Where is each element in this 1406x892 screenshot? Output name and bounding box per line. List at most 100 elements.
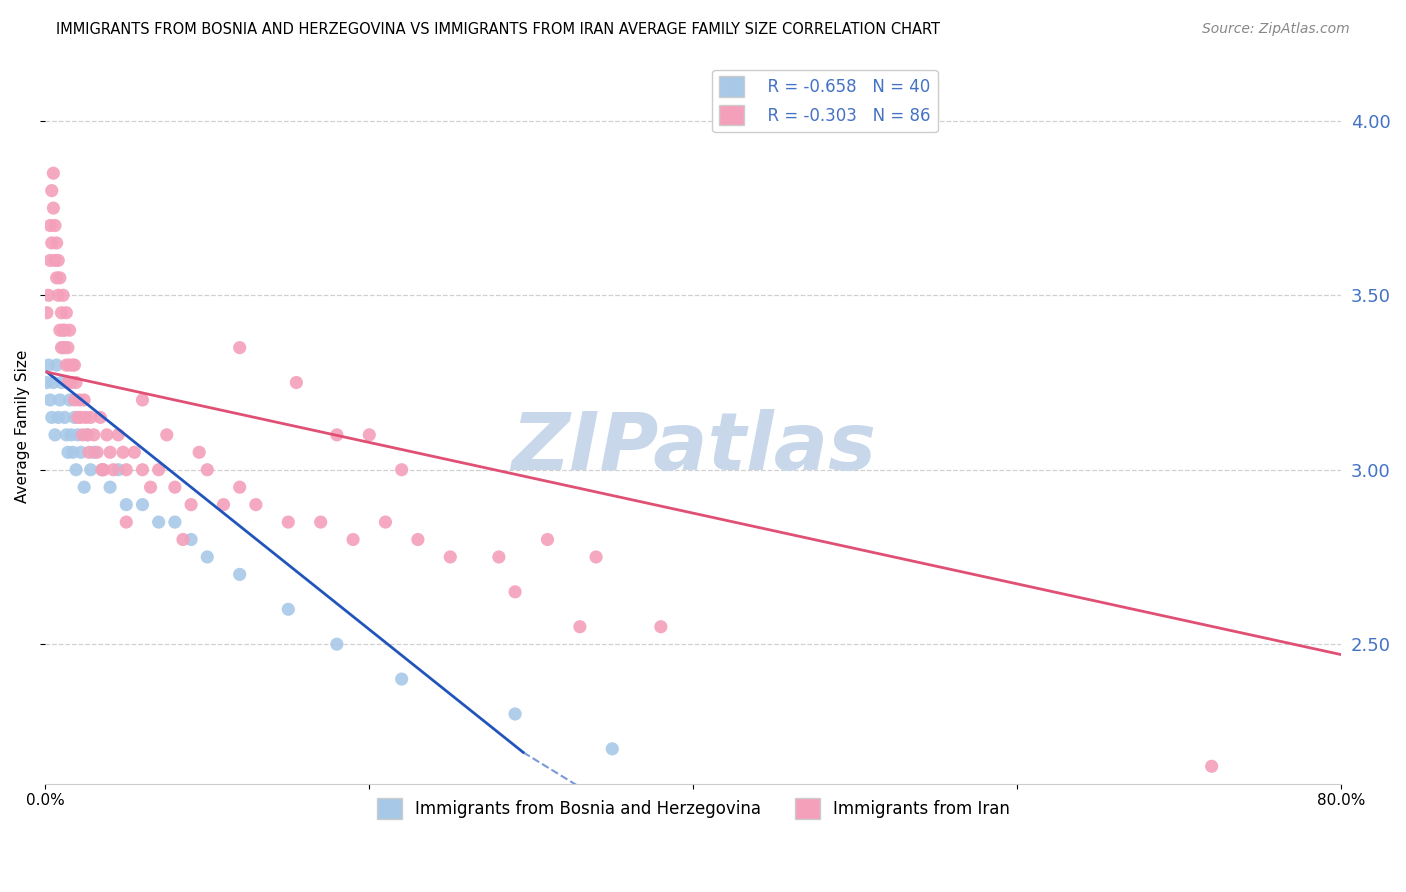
Point: [46, 253, 69, 268]
Point: [89, 410, 111, 425]
Point: [51, 306, 73, 320]
Point: [406, 533, 429, 547]
Point: [1201, 759, 1223, 773]
Point: [488, 549, 510, 564]
Point: [86, 445, 108, 459]
Point: [49, 323, 72, 337]
Point: [188, 445, 211, 459]
Point: [93, 463, 115, 477]
Point: [39, 219, 62, 233]
Point: [96, 427, 118, 442]
Point: [131, 498, 153, 512]
Point: [70, 445, 93, 459]
Point: [163, 515, 186, 529]
Point: [62, 445, 84, 459]
Point: [568, 620, 591, 634]
Point: [41, 184, 63, 198]
Point: [42, 201, 65, 215]
Point: [39, 253, 62, 268]
Point: [83, 445, 105, 459]
Text: IMMIGRANTS FROM BOSNIA AND HERZEGOVINA VS IMMIGRANTS FROM IRAN AVERAGE FAMILY SI: IMMIGRANTS FROM BOSNIA AND HERZEGOVINA V…: [56, 22, 941, 37]
Point: [228, 567, 250, 582]
Point: [79, 410, 101, 425]
Point: [35, 306, 58, 320]
Point: [42, 166, 65, 180]
Legend: Immigrants from Bosnia and Herzegovina, Immigrants from Iran: Immigrants from Bosnia and Herzegovina, …: [370, 792, 1017, 825]
Point: [41, 235, 63, 250]
Point: [195, 463, 218, 477]
Point: [163, 480, 186, 494]
Point: [52, 288, 75, 302]
Point: [115, 498, 138, 512]
Point: [195, 549, 218, 564]
Point: [53, 323, 76, 337]
Point: [107, 463, 129, 477]
Point: [44, 427, 66, 442]
Point: [44, 219, 66, 233]
Point: [277, 515, 299, 529]
Point: [309, 515, 332, 529]
Point: [42, 376, 65, 390]
Point: [148, 515, 170, 529]
Point: [600, 742, 623, 756]
Point: [112, 445, 135, 459]
Point: [180, 498, 202, 512]
Point: [56, 341, 79, 355]
Point: [49, 270, 72, 285]
Point: [49, 392, 72, 407]
Point: [63, 392, 86, 407]
Point: [63, 358, 86, 372]
Point: [585, 549, 607, 564]
Point: [391, 463, 413, 477]
Point: [41, 410, 63, 425]
Point: [55, 358, 77, 372]
Point: [98, 445, 121, 459]
Point: [66, 427, 89, 442]
Point: [148, 463, 170, 477]
Point: [131, 392, 153, 407]
Point: [66, 410, 89, 425]
Point: [77, 445, 100, 459]
Point: [156, 427, 179, 442]
Point: [326, 427, 349, 442]
Point: [277, 602, 299, 616]
Point: [536, 533, 558, 547]
Point: [60, 376, 83, 390]
Point: [44, 253, 66, 268]
Point: [503, 585, 526, 599]
Point: [359, 427, 381, 442]
Point: [35, 376, 58, 390]
Point: [55, 306, 77, 320]
Point: [180, 533, 202, 547]
Point: [285, 376, 308, 390]
Point: [124, 445, 146, 459]
Point: [76, 427, 98, 442]
Point: [55, 427, 77, 442]
Point: [650, 620, 672, 634]
Point: [62, 358, 84, 372]
Point: [76, 427, 98, 442]
Point: [439, 549, 461, 564]
Point: [56, 376, 79, 390]
Point: [53, 341, 76, 355]
Point: [326, 637, 349, 651]
Point: [115, 515, 138, 529]
Point: [60, 427, 83, 442]
Point: [63, 410, 86, 425]
Point: [39, 392, 62, 407]
Point: [228, 480, 250, 494]
Point: [52, 323, 75, 337]
Point: [115, 463, 138, 477]
Point: [503, 706, 526, 721]
Point: [374, 515, 396, 529]
Point: [70, 410, 93, 425]
Point: [212, 498, 235, 512]
Point: [46, 410, 69, 425]
Point: [45, 358, 67, 372]
Point: [73, 392, 96, 407]
Text: ZIPatlas: ZIPatlas: [510, 409, 876, 486]
Point: [45, 270, 67, 285]
Point: [45, 235, 67, 250]
Point: [56, 445, 79, 459]
Point: [58, 358, 80, 372]
